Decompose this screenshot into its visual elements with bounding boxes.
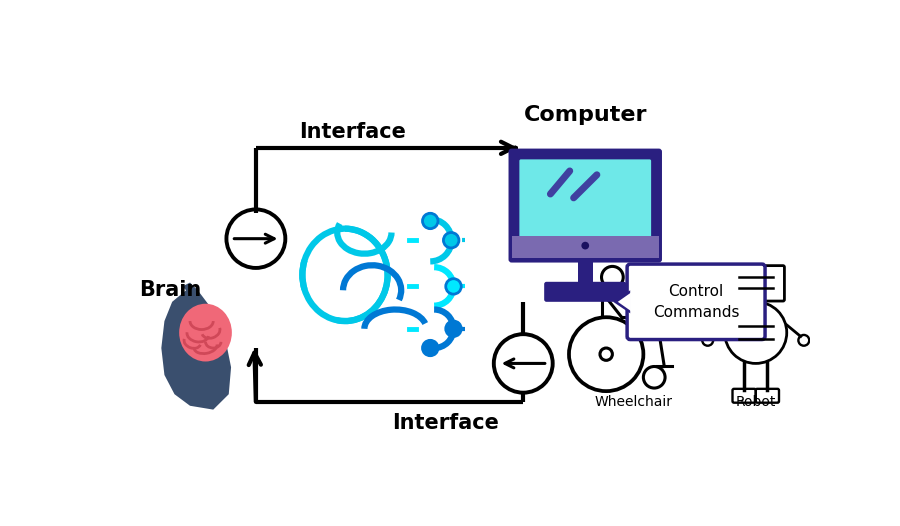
Text: Computer: Computer (524, 106, 647, 126)
Circle shape (581, 242, 590, 249)
Circle shape (446, 279, 461, 294)
Circle shape (422, 340, 438, 356)
Text: Control
Commands: Control Commands (652, 284, 739, 320)
Polygon shape (161, 282, 231, 410)
Polygon shape (613, 290, 630, 313)
Polygon shape (617, 292, 631, 311)
Text: Brain: Brain (140, 280, 202, 300)
Circle shape (446, 321, 461, 337)
Circle shape (444, 232, 459, 248)
Text: Wheelchair: Wheelchair (594, 395, 672, 409)
Bar (578, 258, 593, 285)
Bar (511, 236, 659, 258)
FancyBboxPatch shape (519, 159, 651, 244)
Text: Interface: Interface (300, 123, 406, 143)
Circle shape (422, 213, 438, 229)
FancyBboxPatch shape (508, 148, 662, 262)
Text: Interface: Interface (392, 413, 500, 433)
FancyBboxPatch shape (627, 264, 765, 340)
Text: Robot: Robot (735, 395, 776, 409)
FancyBboxPatch shape (544, 282, 626, 302)
Ellipse shape (179, 304, 232, 361)
